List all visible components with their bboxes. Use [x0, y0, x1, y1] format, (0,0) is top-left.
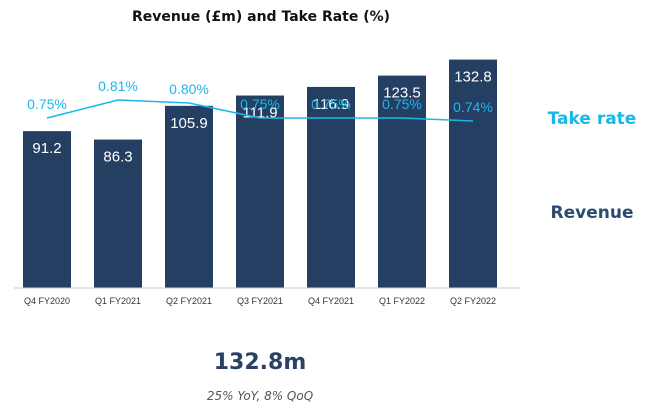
take-rate-label-6: 0.74% [453, 99, 493, 115]
headline-revenue-value: 132.8m [213, 350, 307, 375]
revenue-bar-1 [94, 139, 142, 288]
revenue-bar-5 [378, 75, 426, 288]
revenue-bar-label-6: 132.8 [454, 69, 492, 86]
revenue-bar-label-0: 91.2 [32, 140, 61, 157]
take-rate-line [46, 99, 474, 122]
x-tick-label-4: Q4 FY2021 [308, 296, 354, 306]
headline-growth-text: 25% YoY, 8% QoQ [206, 389, 314, 403]
legend-take-rate: Take rate [548, 109, 637, 129]
take-rate-label-0: 0.75% [27, 96, 67, 112]
revenue-bar-label-4: 116.9 [313, 96, 349, 113]
x-axis-ticks: Q4 FY2020 Q1 FY2021 Q2 FY2021 Q3 FY2021 Q4 F… [24, 296, 496, 306]
x-tick-label-2: Q2 FY2021 [166, 296, 212, 306]
take-rate-label-3: 0.75% [240, 96, 280, 112]
take-rate-labels: 0.75% 0.81% 0.80% 0.75% 0.75% 0.75% 0.74% [27, 78, 493, 115]
revenue-bar-6 [449, 59, 497, 288]
take-rate-label-2: 0.80% [169, 81, 209, 97]
revenue-take-rate-chart: Revenue (£m) and Take Rate (%) 91.2 86.3 1… [14, 9, 637, 306]
revenue-bar-4 [307, 86, 355, 288]
x-tick-label-0: Q4 FY2020 [24, 296, 70, 306]
revenue-bar-3 [236, 95, 284, 288]
revenue-bar-2 [165, 105, 213, 289]
x-tick-label-1: Q1 FY2021 [95, 296, 141, 306]
x-tick-label-5: Q1 FY2022 [379, 296, 425, 306]
revenue-bar-0 [23, 131, 71, 288]
chart-title: Revenue (£m) and Take Rate (%) [132, 9, 390, 25]
revenue-bar-label-2: 105.9 [170, 115, 208, 132]
take-rate-label-1: 0.81% [98, 78, 138, 94]
take-rate-label-5: 0.75% [382, 96, 422, 112]
revenue-bar-label-5: 123.5 [383, 85, 421, 102]
x-tick-label-3: Q3 FY2021 [237, 296, 283, 306]
legend-revenue: Revenue [551, 203, 634, 223]
take-rate-label-4: 0.75% [311, 96, 351, 112]
revenue-bar-label-1: 86.3 [103, 149, 132, 166]
x-tick-label-6: Q2 FY2022 [450, 296, 496, 306]
